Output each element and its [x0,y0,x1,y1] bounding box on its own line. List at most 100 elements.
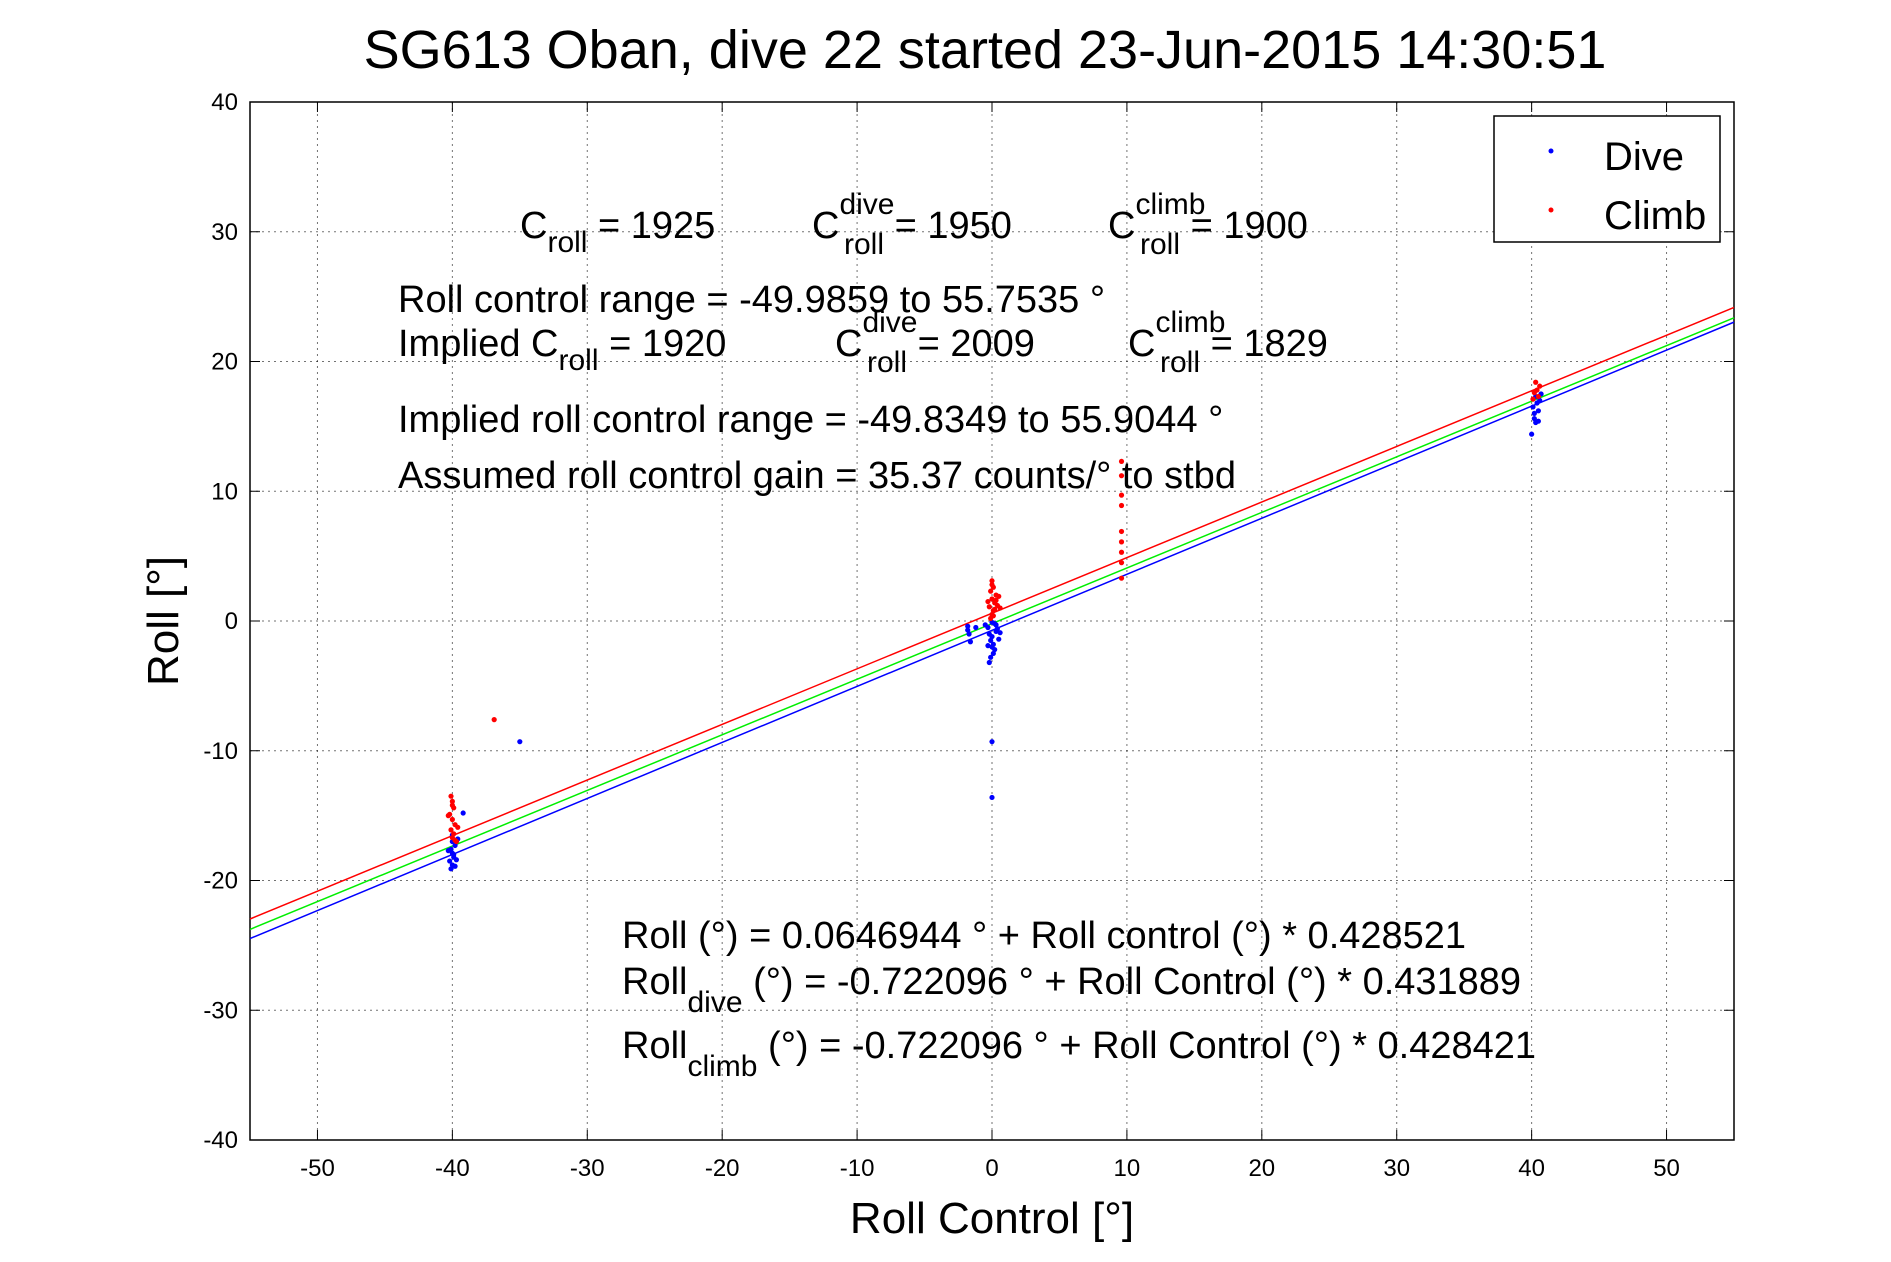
data-point-climb [1118,492,1125,498]
data-point-dive [1531,415,1537,422]
data-point-dive [992,646,998,653]
legend-label-dive: Dive [1604,135,1684,179]
data-point-dive [993,622,999,628]
x-tick-label: -10 [840,1155,875,1182]
data-point-climb [1533,379,1539,385]
data-point-dive [986,659,992,666]
y-tick-label: 40 [211,89,238,116]
y-axis-label: Roll [°] [139,556,188,686]
data-point-dive [988,654,994,660]
annotation-roll-control-range: Roll control range = -49.9859 to 55.7535… [398,279,1105,321]
data-point-climb [452,837,458,843]
legend-box [1493,115,1721,243]
data-point-climb [449,802,455,808]
annotation-c-roll-line: Croll = 1925 Cdive roll = 1950 Cclimb roll… [520,188,1308,261]
data-point-dive [989,739,995,745]
data-point-dive [445,848,451,854]
data-point-dive [996,636,1002,642]
data-point-dive [989,633,995,640]
x-axis-ticks: -50 -40 -30 -20 -10 0 10 20 30 40 50 [300,102,1680,1182]
y-tick-label: 0 [225,608,238,635]
data-point-dive [451,851,457,858]
x-tick-label: 50 [1653,1155,1680,1182]
data-point-dive [967,639,974,645]
y-tick-label: 30 [211,219,238,246]
data-point-climb [989,578,995,584]
data-point-climb [491,717,497,723]
data-point-dive [985,624,991,631]
x-tick-label: 30 [1383,1155,1410,1182]
data-point-climb [989,582,995,588]
data-point-climb [1118,528,1125,535]
data-point-dive [453,857,460,863]
data-point-dive [965,623,971,629]
data-point-climb [986,604,992,610]
x-tick-label: -50 [300,1155,335,1182]
data-point-dive [1535,408,1541,414]
data-point-climb [1118,458,1125,465]
annotation-fit-dive: Rolldive (°) = -0.722096 ° + Roll Contro… [622,961,1521,1019]
data-point-climb [1118,575,1125,581]
data-point-climb [1118,473,1125,479]
x-tick-label: 40 [1518,1155,1545,1182]
data-point-climb [997,605,1003,611]
data-point-climb [1530,396,1536,402]
legend-label-climb: Climb [1604,194,1706,238]
x-axis-label: Roll Control [°] [850,1194,1134,1243]
data-point-climb [993,597,999,603]
data-point-dive [448,866,454,872]
annotation-implied-c-roll-line: Implied Croll = 1920 Cdive roll = 2009 Cc… [398,306,1328,379]
data-point-climb [990,613,996,619]
annotation-fit-all: Roll (°) = 0.0646944 ° + Roll control (°… [622,915,1466,957]
data-point-climb [449,816,455,823]
data-point-dive [973,624,979,631]
data-point-climb [1118,549,1125,555]
data-point-climb [455,824,461,830]
y-tick-label: -40 [203,1127,238,1154]
x-tick-label: -20 [705,1155,740,1182]
data-point-climb [985,598,991,605]
y-tick-label: 20 [211,349,238,376]
legend-marker-dive [1548,148,1554,154]
data-point-dive [1535,418,1541,424]
annotation-gain: Assumed roll control gain = 35.37 counts… [398,455,1236,497]
annotation-implied-range: Implied roll control range = -49.8349 to… [398,399,1223,441]
chart-title: SG613 Oban, dive 22 started 23-Jun-2015 … [364,20,1607,80]
legend: Dive Climb [1493,115,1721,243]
data-point-dive [517,739,523,745]
data-point-dive [990,641,996,647]
data-point-dive [989,794,995,801]
data-point-dive [985,643,991,649]
x-tick-label: -30 [570,1155,605,1182]
x-tick-label: 20 [1248,1155,1275,1182]
annotation-block-fits: Roll (°) = 0.0646944 ° + Roll control (°… [622,915,1536,1083]
data-point-climb [1118,539,1125,545]
x-tick-label: 10 [1114,1155,1141,1182]
y-tick-label: -10 [203,738,238,765]
data-point-climb [1535,393,1541,400]
x-tick-label: 0 [985,1155,998,1182]
series-dive [445,391,1544,872]
data-point-climb [1537,383,1543,389]
y-tick-label: 10 [211,478,238,505]
y-tick-label: -30 [203,997,238,1024]
data-point-dive [965,627,971,633]
data-point-dive [1529,431,1535,437]
data-point-climb [988,588,994,594]
data-point-climb [449,798,455,804]
data-point-dive [447,858,453,864]
data-point-climb [448,827,454,833]
y-tick-label: -20 [203,868,238,895]
fit-line [249,321,1735,940]
data-point-climb [989,596,995,602]
legend-marker-climb [1548,207,1554,213]
series-climb [445,379,1543,845]
data-point-dive [1530,404,1536,410]
y-axis-ticks: -40 -30 -20 -10 0 10 20 30 40 [203,89,1734,1154]
annotation-block-top: Croll = 1925 Cdive roll = 1950 Cclimb roll… [398,188,1328,497]
data-points [445,379,1544,872]
data-point-climb [1118,560,1125,566]
data-point-dive [460,810,466,816]
grid-lines [250,101,1734,1141]
data-point-dive [997,630,1003,636]
